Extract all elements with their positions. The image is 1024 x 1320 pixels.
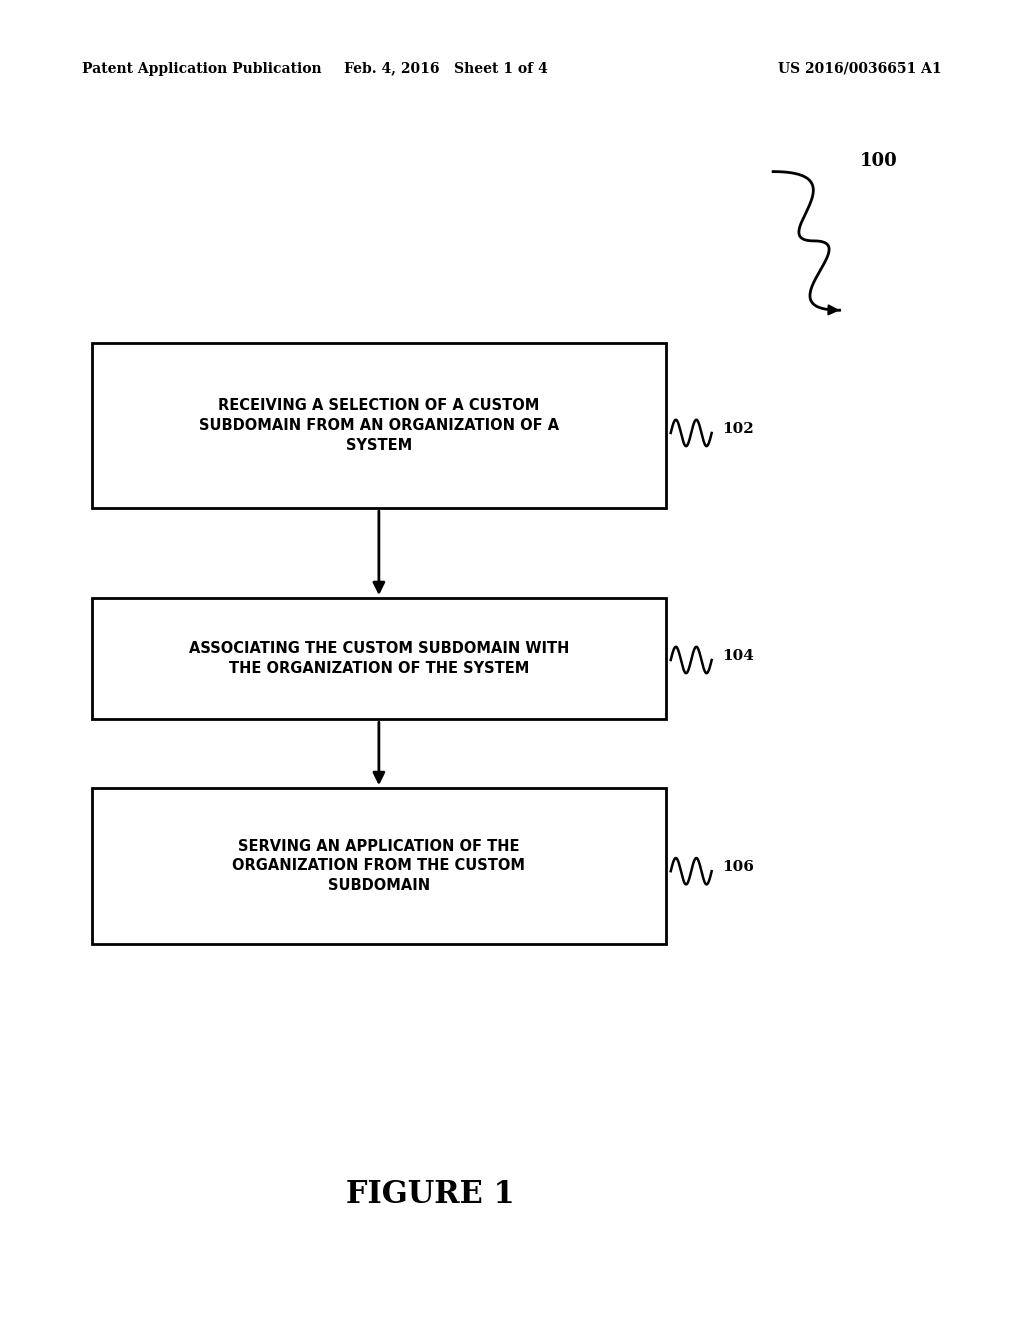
Text: 102: 102	[722, 422, 754, 436]
Text: FIGURE 1: FIGURE 1	[346, 1179, 514, 1210]
FancyBboxPatch shape	[92, 598, 666, 719]
Text: SERVING AN APPLICATION OF THE
ORGANIZATION FROM THE CUSTOM
SUBDOMAIN: SERVING AN APPLICATION OF THE ORGANIZATI…	[232, 838, 525, 894]
Text: 104: 104	[722, 649, 754, 663]
Text: 106: 106	[722, 861, 754, 874]
FancyBboxPatch shape	[92, 343, 666, 508]
FancyBboxPatch shape	[92, 788, 666, 944]
Text: US 2016/0036651 A1: US 2016/0036651 A1	[778, 62, 942, 75]
Text: ASSOCIATING THE CUSTOM SUBDOMAIN WITH
THE ORGANIZATION OF THE SYSTEM: ASSOCIATING THE CUSTOM SUBDOMAIN WITH TH…	[188, 642, 569, 676]
Text: Patent Application Publication: Patent Application Publication	[82, 62, 322, 75]
Text: RECEIVING A SELECTION OF A CUSTOM
SUBDOMAIN FROM AN ORGANIZATION OF A
SYSTEM: RECEIVING A SELECTION OF A CUSTOM SUBDOM…	[199, 399, 559, 453]
Text: Feb. 4, 2016   Sheet 1 of 4: Feb. 4, 2016 Sheet 1 of 4	[344, 62, 547, 75]
Text: 100: 100	[860, 152, 898, 170]
